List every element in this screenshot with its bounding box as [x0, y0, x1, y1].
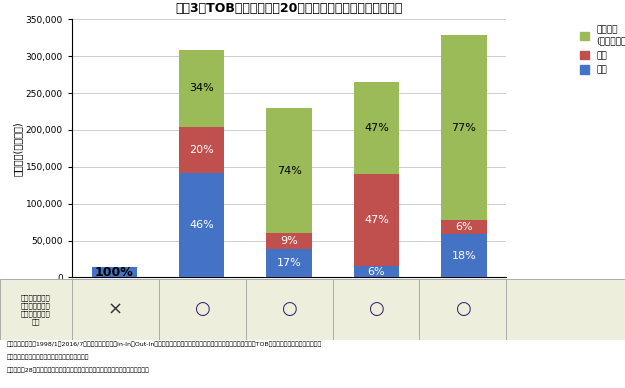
Legend: 混合対価
(現金・株式), 株式, 現金: 混合対価 (現金・株式), 株式, 現金	[578, 24, 625, 76]
Text: ○: ○	[368, 300, 384, 319]
Text: 18%: 18%	[451, 251, 476, 261]
Text: ×: ×	[107, 300, 123, 319]
Text: 6%: 6%	[368, 267, 385, 277]
Text: ○: ○	[281, 300, 297, 319]
Text: ○: ○	[194, 300, 210, 319]
Bar	[354, 174, 399, 266]
Text: 株式を対価とし
た取引における
課税繰延措置の
有無: 株式を対価とし た取引における 課税繰延措置の 有無	[21, 294, 51, 325]
Text: 74%: 74%	[277, 166, 301, 176]
Bar	[441, 234, 486, 277]
Text: ○: ○	[455, 300, 471, 319]
Bar	[266, 233, 312, 249]
Bar	[179, 50, 224, 127]
Y-axis label: 取引金額(百万ドル): 取引金額(百万ドル)	[13, 121, 23, 176]
Bar	[354, 82, 399, 174]
Bar	[179, 173, 224, 277]
Title: 図表3　TOB取引金額上位20件における使用対価の各国比較: 図表3 TOB取引金額上位20件における使用対価の各国比較	[176, 2, 402, 16]
Text: 6%: 6%	[455, 222, 472, 232]
Text: 46%: 46%	[189, 220, 214, 230]
Text: 9%: 9%	[280, 236, 298, 246]
Bar	[354, 266, 399, 277]
Bar	[179, 127, 224, 173]
Text: 出所：平成28年度産業経済研究委託事業（事業再編促進及び実態等に関する調査）: 出所：平成28年度産業経済研究委託事業（事業再編促進及び実態等に関する調査）	[6, 367, 149, 373]
Text: 47%: 47%	[364, 215, 389, 225]
Text: 17%: 17%	[277, 258, 301, 268]
Text: 77%: 77%	[451, 123, 476, 133]
Bar	[266, 249, 312, 277]
Bar	[441, 220, 486, 234]
Text: 100%: 100%	[95, 266, 134, 279]
Bar	[441, 35, 486, 220]
Bar	[266, 108, 312, 233]
Text: 20%: 20%	[189, 145, 214, 155]
Bar	[92, 267, 137, 277]
Text: 47%: 47%	[364, 123, 389, 133]
Text: 備考：対象期間：1998/1～2016/7（発了日ベース）のIn-In、Out-In案件を対象。スキーム・オブ・アレンジメント案件は除く。TOBの場合、また、課: 備考：対象期間：1998/1～2016/7（発了日ベース）のIn-In、Out-…	[6, 341, 321, 347]
Text: 34%: 34%	[189, 83, 214, 94]
Text: 認められる案件は、国によってそれぞれ異なる。: 認められる案件は、国によってそれぞれ異なる。	[6, 354, 89, 360]
